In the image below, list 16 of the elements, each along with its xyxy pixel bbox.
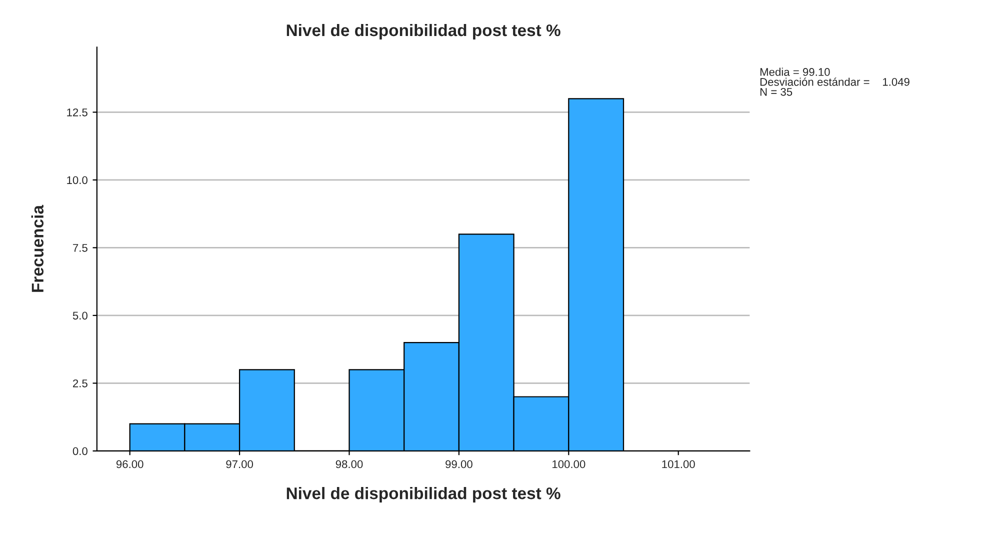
y-tick-label: 7.5	[73, 244, 88, 252]
x-tick-label: 99.00	[446, 460, 472, 468]
x-tick-label: 96.00	[116, 460, 144, 468]
y-axis-title: Frecuencia	[31, 204, 44, 292]
x-tick-label: 101.00	[662, 460, 695, 468]
y-tick-label: 12.5	[67, 108, 88, 116]
x-tick-label: 100.00	[552, 460, 586, 468]
y-tick-label: 5.0	[72, 312, 88, 320]
y-tick-label: 0.0	[72, 447, 88, 456]
x-tick-label: 97.00	[226, 460, 254, 468]
y-tick-label: 2.5	[73, 379, 88, 388]
y-tick-label: 10.0	[67, 176, 88, 184]
x-axis-title: Nivel de disponibilidad post test %	[286, 486, 560, 503]
chart-title: Nivel de disponibilidad post test %	[286, 24, 560, 40]
text: Media = 99.10 Desviación estándar = 1.049 N = 35	[760, 68, 910, 96]
x-tick-label: 98.00	[336, 460, 363, 468]
